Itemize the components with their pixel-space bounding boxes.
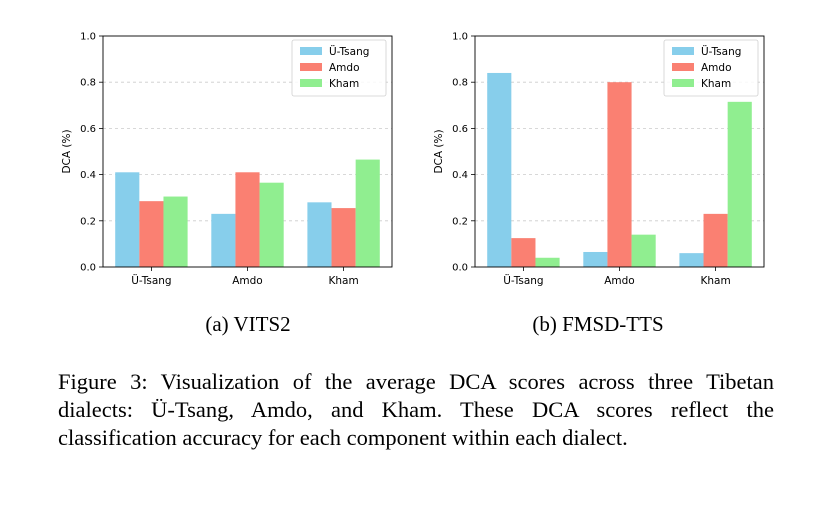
bar (235, 172, 260, 267)
axes-frame (102, 35, 393, 268)
chart-panel-1: 0.0 0.2 0.4 0.6 0.8 1.0 Ü-Tsang Amdo Kham DCA (%)… (433, 32, 765, 287)
bar (703, 213, 728, 267)
x-tick-label: Kham (328, 275, 358, 287)
bar (607, 82, 632, 267)
y-axis-label: DCA (%) (61, 129, 73, 173)
x-tick-label: Ü-Tsang (503, 274, 543, 287)
bar (115, 172, 140, 267)
axes-frame (474, 35, 765, 268)
bar (211, 213, 236, 267)
bar (163, 196, 188, 267)
bar (487, 72, 512, 268)
bar (139, 201, 164, 267)
legend-label: Ü-Tsang (329, 45, 369, 58)
y-tick-label: 1.0 (80, 32, 96, 43)
y-tick-label: 0.6 (80, 124, 96, 135)
y-axis-label: DCA (%) (433, 129, 445, 173)
legend-label: Amdo (701, 62, 732, 74)
legend-label: Kham (701, 78, 731, 90)
x-tick-label: Ü-Tsang (131, 274, 171, 287)
y-tick-label: 0.8 (80, 78, 96, 89)
x-tick-label: Amdo (232, 275, 263, 287)
legend-swatch (300, 63, 322, 71)
legend-swatch (672, 63, 694, 71)
x-tick-label: Kham (700, 275, 730, 287)
x-tick-label: Amdo (604, 275, 635, 287)
legend-label: Ü-Tsang (701, 45, 741, 58)
bar (307, 202, 332, 267)
bar (259, 182, 284, 267)
y-tick-label: 0.4 (80, 170, 96, 181)
legend-label: Amdo (329, 62, 360, 74)
subcaption-b: (b) FMSD-TTS (532, 312, 664, 336)
y-tick-label: 0.6 (452, 124, 468, 135)
figure-caption: Figure 3: Visualization of the average D… (58, 369, 774, 450)
bar (331, 208, 356, 267)
charts-area: 0.0 0.2 0.4 0.6 0.8 1.0 Ü-Tsang Amdo Kham DCA (%)… (61, 32, 765, 287)
y-tick-label: 0.0 (452, 263, 468, 274)
y-tick-label: 0.4 (452, 170, 468, 181)
bar (355, 159, 380, 267)
y-tick-label: 0.0 (80, 263, 96, 274)
legend-label: Kham (329, 78, 359, 90)
legend-swatch (300, 47, 322, 55)
bar (535, 257, 560, 267)
y-tick-label: 0.2 (452, 216, 468, 227)
bar (511, 238, 536, 267)
legend-swatch (672, 47, 694, 55)
bar (679, 253, 704, 267)
legend-swatch (672, 79, 694, 87)
bar (727, 101, 752, 268)
y-tick-label: 1.0 (452, 32, 468, 43)
bar (583, 251, 608, 267)
y-tick-label: 0.2 (80, 216, 96, 227)
subcaption-a: (a) VITS2 (205, 312, 291, 336)
y-tick-label: 0.8 (452, 78, 468, 89)
bar (631, 234, 656, 267)
chart-panel-0: 0.0 0.2 0.4 0.6 0.8 1.0 Ü-Tsang Amdo Kham DCA (%)… (61, 32, 393, 287)
legend-swatch (300, 79, 322, 87)
